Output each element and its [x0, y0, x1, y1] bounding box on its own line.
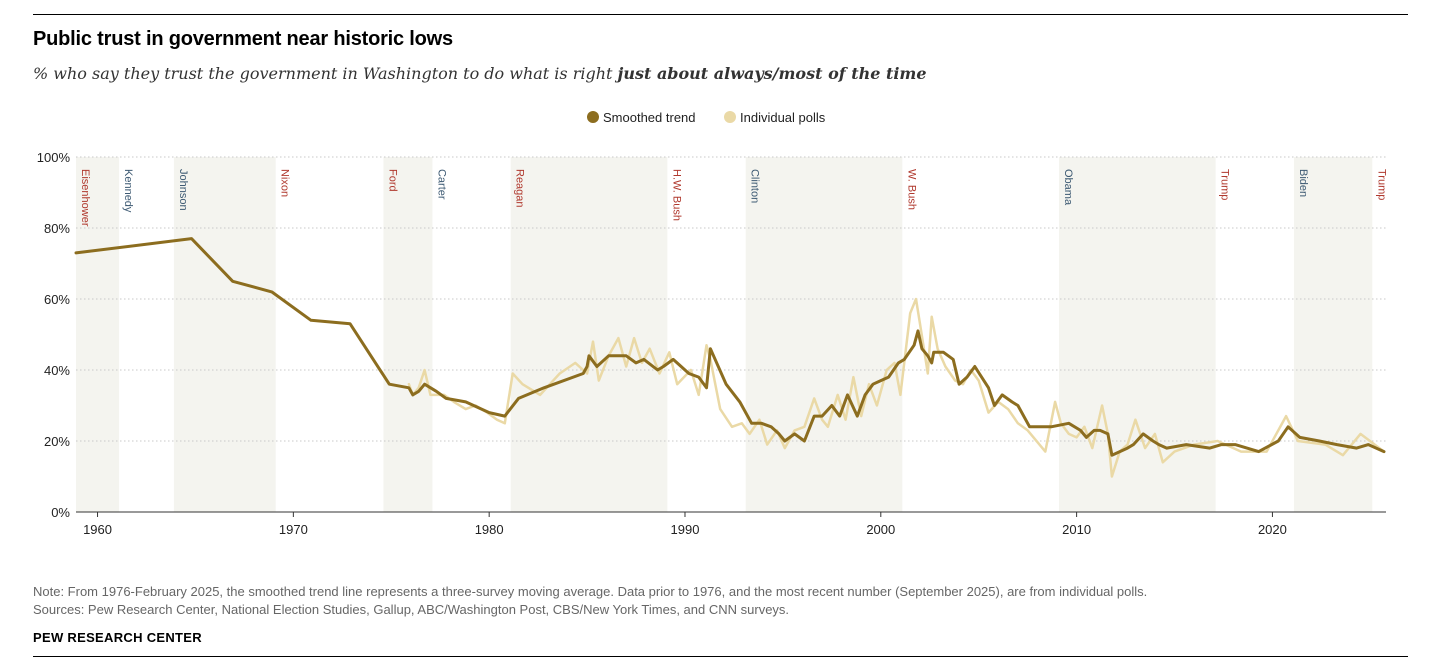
y-tick-label: 0% [51, 505, 70, 520]
legend-polls-swatch [724, 111, 736, 123]
presidency-band [1058, 157, 1216, 512]
president-label: Trump [1219, 169, 1231, 200]
x-tick-label: 1960 [83, 522, 112, 537]
presidency-band [1293, 157, 1373, 512]
series-lines [74, 237, 1386, 478]
presidency-band [745, 157, 903, 512]
presidency-band [510, 157, 668, 512]
president-label: Ford [386, 169, 398, 192]
x-tick-label: 1980 [475, 522, 504, 537]
y-tick-label: 100% [37, 150, 71, 165]
presidency-band [383, 157, 433, 512]
legend-smoothed-label: Smoothed trend [603, 110, 696, 125]
individual-polls-line [407, 297, 1386, 478]
president-label: Trump [1375, 169, 1387, 200]
president-labels: Eisenhower Kennedy Johnson Nixon Ford Carter R… [79, 169, 1387, 227]
x-tick-label: 1990 [671, 522, 700, 537]
president-label: Carter [435, 169, 447, 200]
chart-title: Public trust in government near historic… [33, 28, 453, 50]
y-tick-label: 40% [44, 363, 70, 378]
president-label: Obama [1062, 169, 1074, 206]
legend-polls-label: Individual polls [740, 110, 826, 125]
president-label: Biden [1297, 169, 1309, 197]
note-text: Note: From 1976-February 2025, the smoot… [33, 584, 1148, 599]
y-tick-label: 20% [44, 434, 70, 449]
x-tick-label: 1970 [279, 522, 308, 537]
x-tick-label: 2020 [1258, 522, 1287, 537]
y-tick-label: 60% [44, 292, 70, 307]
y-axis: 0% 20% 40% 60% 80% 100% [37, 150, 71, 520]
trust-chart: Smoothed trend Individual polls Eisenhow… [37, 110, 1388, 537]
president-label: Eisenhower [79, 169, 91, 227]
president-label: Clinton [749, 169, 761, 203]
presidency-shading [76, 157, 1373, 512]
footnote: Note: From 1976-February 2025, the smoot… [33, 583, 1147, 619]
pew-brand: PEW RESEARCH CENTER [33, 630, 202, 645]
bottom-rule [33, 656, 1408, 657]
president-label: H.W. Bush [670, 169, 682, 221]
legend-smoothed-swatch [587, 111, 599, 123]
x-axis: 1960 1970 1980 1990 2000 2010 2020 [76, 511, 1386, 537]
presidency-band [76, 157, 120, 512]
subtitle-emphasis: just about always/most of the time [617, 64, 927, 83]
smoothed-trend-line [74, 237, 1386, 457]
subtitle-text: % who say they trust the government in W… [33, 64, 618, 83]
sources-text: Sources: Pew Research Center, National E… [33, 602, 790, 617]
x-tick-label: 2000 [866, 522, 895, 537]
president-label: Johnson [177, 169, 189, 211]
president-label: Nixon [279, 169, 291, 197]
legend: Smoothed trend Individual polls [587, 110, 826, 125]
president-label: W. Bush [905, 169, 917, 210]
y-tick-label: 80% [44, 221, 70, 236]
president-label: Reagan [514, 169, 526, 208]
x-tick-label: 2010 [1062, 522, 1091, 537]
president-label: Kennedy [122, 169, 134, 213]
top-rule [33, 14, 1408, 15]
presidency-band [173, 157, 276, 512]
chart-subtitle: % who say they trust the government in W… [33, 64, 927, 83]
